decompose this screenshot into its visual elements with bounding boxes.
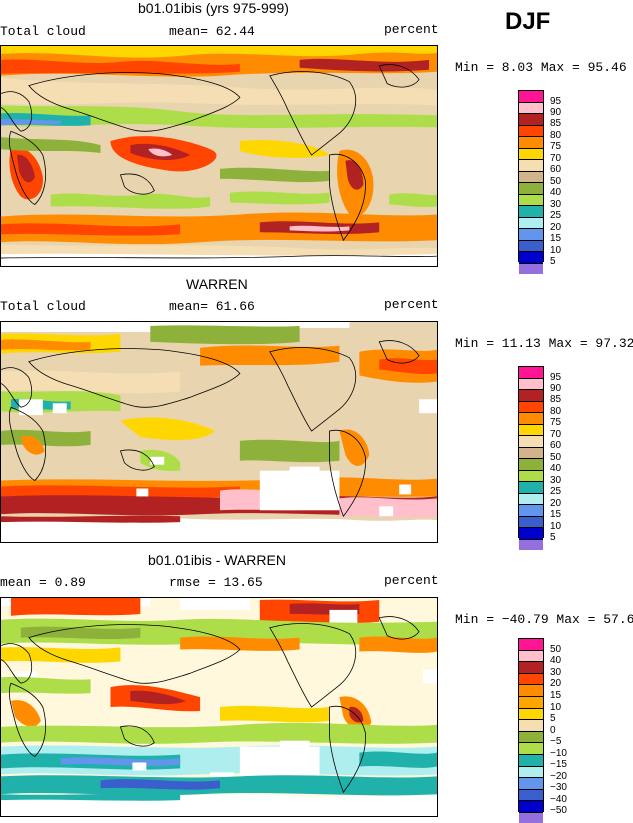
- panel1-level: 5: [550, 256, 556, 267]
- panel3-level: −5: [550, 736, 562, 747]
- season-label: DJF: [505, 8, 551, 35]
- panel2-level: 40: [550, 463, 562, 474]
- panel3-level: 50: [550, 644, 562, 655]
- panel2-level: 30: [550, 475, 562, 486]
- panel1-left-label: Total cloud: [0, 24, 86, 39]
- panel3-level: −20: [550, 771, 567, 782]
- panel3-mean: mean = 0.89: [0, 575, 86, 590]
- panel1-level: 30: [550, 199, 562, 210]
- panel3-level: 15: [550, 690, 562, 701]
- panel3-level: 20: [550, 678, 562, 689]
- panel1-colorbar: [518, 90, 544, 274]
- panel2-level: 85: [550, 394, 562, 405]
- panel2-level: 80: [550, 406, 562, 417]
- panel1-level: 10: [550, 245, 562, 256]
- panel2-map-field: [1, 322, 437, 542]
- panel3-rmse: rmse = 13.65: [169, 575, 263, 590]
- panel2-level: 5: [550, 532, 556, 543]
- panel1-level: 15: [550, 233, 562, 244]
- panel3-title: b01.01ibis - WARREN: [148, 552, 286, 568]
- panel2-level: 60: [550, 440, 562, 451]
- panel2-units: percent: [384, 297, 439, 312]
- panel3-colorbar: [518, 638, 544, 823]
- panel2-colorbar: [518, 366, 544, 550]
- panel2-title: WARREN: [186, 276, 248, 292]
- panel2-level: 70: [550, 429, 562, 440]
- panel1-mean: mean= 62.44: [169, 24, 255, 39]
- panel2-left-label: Total cloud: [0, 299, 86, 314]
- panel3-level: 30: [550, 667, 562, 678]
- panel2-level: 95: [550, 372, 562, 383]
- panel3-minmax: Min = −40.79 Max = 57.67: [455, 612, 633, 627]
- panel2-minmax: Min = 11.13 Max = 97.32: [455, 336, 633, 351]
- panel2-level: 15: [550, 509, 562, 520]
- panel1-level: 20: [550, 222, 562, 233]
- panel3-level: 10: [550, 702, 562, 713]
- panel3-level: −50: [550, 805, 567, 816]
- panel1-map-field: [1, 46, 437, 266]
- panel2-level: 75: [550, 417, 562, 428]
- panel3-units: percent: [384, 573, 439, 588]
- panel2-map: [0, 321, 438, 543]
- panel1-level: 60: [550, 164, 562, 175]
- panel1-level: 85: [550, 118, 562, 129]
- panel1-level: 80: [550, 130, 562, 141]
- panel3-level: 0: [550, 725, 556, 736]
- panel3-level: −30: [550, 782, 567, 793]
- panel3-level: −40: [550, 794, 567, 805]
- panel3-level: −15: [550, 759, 567, 770]
- panel1-level: 70: [550, 153, 562, 164]
- panel1-minmax: Min = 8.03 Max = 95.46: [455, 60, 627, 75]
- panel2-level: 25: [550, 486, 562, 497]
- panel1-level: 40: [550, 187, 562, 198]
- panel1-level: 90: [550, 107, 562, 118]
- panel2-mean: mean= 61.66: [169, 299, 255, 314]
- panel2-level: 20: [550, 498, 562, 509]
- panel3-level: −10: [550, 748, 567, 759]
- panel3-map-field: [1, 598, 437, 816]
- panel1-title: b01.01ibis (yrs 975-999): [138, 0, 289, 16]
- panel1-units: percent: [384, 22, 439, 37]
- panel1-level: 95: [550, 96, 562, 107]
- panel1-map: [0, 45, 438, 267]
- panel2-level: 50: [550, 452, 562, 463]
- panel3-level: 5: [550, 713, 556, 724]
- panel1-level: 25: [550, 210, 562, 221]
- panel2-level: 90: [550, 383, 562, 394]
- panel2-level: 10: [550, 521, 562, 532]
- panel1-level: 50: [550, 176, 562, 187]
- panel3-level: 40: [550, 655, 562, 666]
- panel3-map: [0, 597, 438, 817]
- panel1-level: 75: [550, 141, 562, 152]
